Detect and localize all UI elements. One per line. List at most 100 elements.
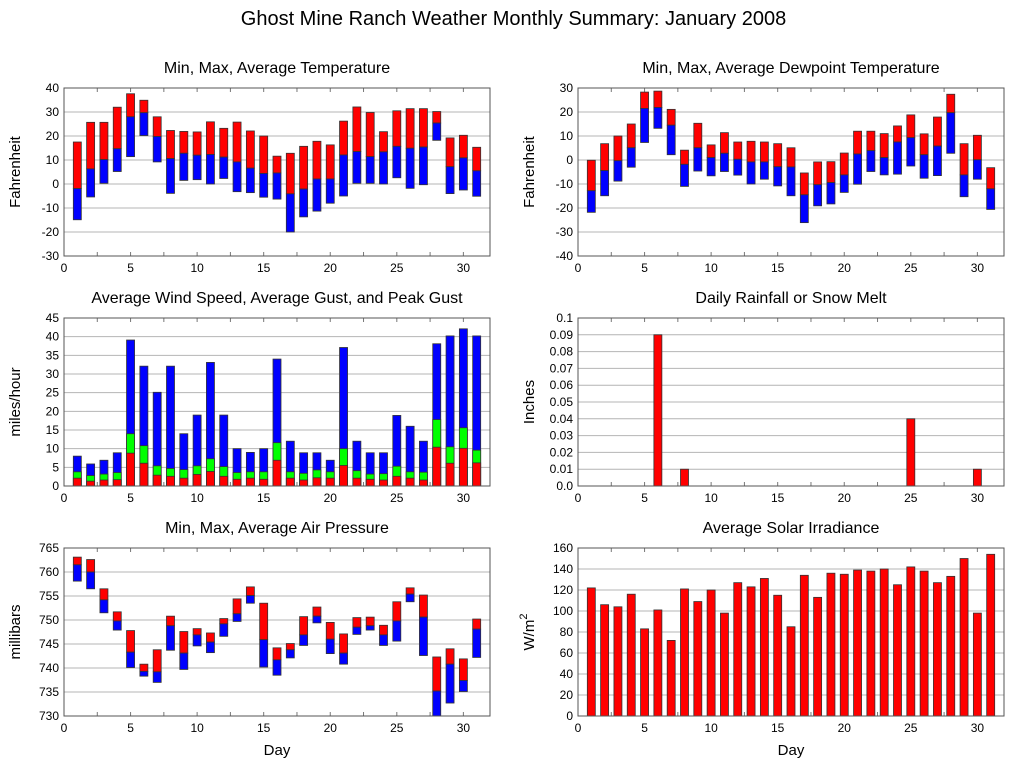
bar-average-wind (365, 478, 375, 487)
x-tick-label: 20 (838, 491, 852, 505)
y-tick-label: 45 (46, 311, 60, 325)
bar-avg-to-min (352, 626, 362, 635)
bar-solar (986, 553, 996, 717)
bar-max-to-avg (272, 647, 282, 661)
bar-avg-to-min (866, 150, 876, 172)
bar-avg-to-min (472, 628, 482, 658)
bar-avg-to-min (853, 153, 862, 185)
bar-max-to-avg (392, 110, 402, 147)
bar-avg-to-min (472, 170, 482, 197)
bar-average-wind (179, 477, 189, 487)
bar-max-to-avg (866, 130, 876, 152)
bar-avg-to-min (445, 663, 455, 704)
bar-max-to-avg (192, 628, 202, 636)
bar-solar (959, 558, 969, 717)
bar-avg-to-min (112, 148, 122, 172)
y-tick-label: 0.0 (556, 479, 573, 493)
bar-avg-to-min (640, 108, 649, 143)
bar-max-to-avg (986, 167, 996, 190)
y-axis-label: Inches (521, 380, 538, 424)
y-tick-label: 60 (560, 646, 574, 660)
y-tick-label: 0 (52, 479, 59, 493)
bar-avg-to-min (259, 173, 269, 198)
bar-max-to-avg (419, 594, 428, 618)
x-tick-label: 0 (61, 261, 68, 275)
bar-max-to-avg (933, 116, 942, 147)
bar-solar (853, 569, 862, 717)
bar-average-wind (245, 477, 255, 487)
y-axis-label: W/m2 (518, 614, 538, 651)
y-axis-label-superscript: 2 (518, 614, 530, 620)
y-tick-label: 0.08 (550, 345, 574, 359)
bar-max-to-avg (853, 130, 862, 155)
bar-solar (866, 570, 876, 717)
y-tick-label: 0.05 (550, 395, 574, 409)
bar-average-wind (445, 462, 455, 487)
x-tick-label: 5 (641, 261, 648, 275)
bar-avg-to-min (285, 649, 295, 659)
bar-average-wind (219, 475, 229, 487)
bar-solar (946, 575, 956, 717)
bar-average-wind (379, 479, 388, 487)
y-axis-label-base: W/m (521, 620, 538, 651)
bar-max-to-avg (600, 143, 610, 171)
bar-avg-to-min (986, 188, 996, 210)
y-axis-label: Fahrenheit (7, 135, 24, 208)
bar-solar (693, 601, 703, 717)
x-tick-label: 0 (575, 261, 582, 275)
bar-avg-to-min (720, 152, 729, 172)
bar-max-to-avg (312, 140, 322, 180)
bar-average-wind (86, 480, 96, 487)
bar-max-to-avg (640, 91, 649, 109)
x-tick-label: 10 (190, 261, 204, 275)
bar-solar (666, 640, 676, 717)
bar-max-to-avg (285, 152, 295, 195)
bar-avg-to-min (99, 159, 109, 184)
y-tick-label: 0.07 (550, 361, 574, 375)
bar-rainfall (972, 468, 982, 487)
bar-avg-to-min (919, 154, 929, 179)
bar-max-to-avg (166, 615, 175, 627)
y-tick-label: 20 (560, 688, 574, 702)
bar-average-wind (272, 459, 282, 487)
bar-average-wind (312, 477, 322, 487)
y-tick-label: -20 (42, 225, 60, 239)
bar-solar (906, 566, 916, 717)
bar-avg-to-min (112, 620, 122, 631)
bar-max-to-avg (299, 616, 309, 636)
x-tick-label: 30 (457, 721, 471, 735)
y-tick-label: 10 (46, 442, 60, 456)
x-tick-label: 30 (971, 261, 985, 275)
bar-avg-to-min (906, 137, 916, 167)
bar-avg-to-min (445, 166, 455, 195)
x-tick-label: 10 (704, 721, 718, 735)
bar-max-to-avg (826, 161, 836, 183)
bar-avg-to-min (879, 157, 889, 176)
chart-solar: 0 20 40 60 80 100 120 140 160 0 5 10 15 20 25 30 Average… (518, 520, 1005, 759)
bar-average-wind (325, 477, 335, 487)
x-tick-label: 5 (127, 261, 134, 275)
y-tick-label: 20 (560, 105, 574, 119)
bar-avg-to-min (826, 182, 836, 205)
y-tick-label: 755 (39, 589, 59, 603)
bar-max-to-avg (405, 587, 415, 595)
bar-avg-to-min (419, 146, 428, 186)
chart-title: Min, Max, Average Dewpoint Temperature (642, 60, 939, 77)
y-tick-label: -30 (556, 225, 574, 239)
bar-rainfall (680, 468, 689, 487)
bar-max-to-avg (339, 120, 348, 156)
bar-avg-to-min (432, 690, 442, 717)
bar-max-to-avg (946, 93, 956, 114)
bar-max-to-avg (232, 598, 242, 615)
bar-max-to-avg (339, 633, 348, 654)
bar-average-wind (152, 474, 162, 487)
bar-solar (972, 612, 982, 717)
chart-title: Min, Max, Average Air Pressure (165, 520, 389, 537)
bar-avg-to-min (600, 170, 610, 197)
bar-rainfall (906, 418, 916, 487)
bar-avg-to-min (419, 616, 428, 656)
bar-solar (879, 568, 889, 717)
y-tick-label: 0 (52, 177, 59, 191)
bar-avg-to-min (232, 613, 242, 622)
bar-solar (640, 628, 649, 717)
